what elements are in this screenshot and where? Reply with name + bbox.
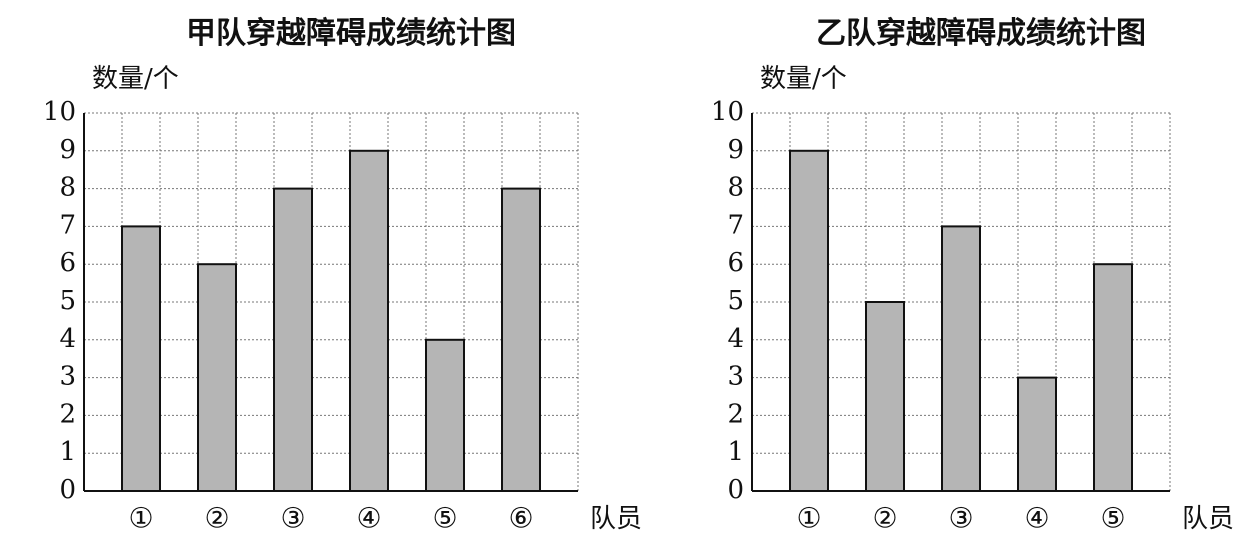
bar <box>121 225 161 492</box>
y-tick-label: 2 <box>59 399 76 429</box>
bar <box>865 301 905 492</box>
bar <box>789 149 829 493</box>
chart-title: 甲队穿越障碍成绩统计图 <box>186 16 516 51</box>
y-tick-label: 10 <box>43 97 76 127</box>
bar <box>1017 376 1057 493</box>
y-tick-label: 5 <box>727 286 744 316</box>
y-axis-label: 数量/个 <box>760 64 847 94</box>
y-tick-label: 8 <box>727 173 744 203</box>
x-tick-label: ① <box>796 502 821 535</box>
x-tick-label: ④ <box>1024 502 1049 535</box>
y-tick-label: 9 <box>727 135 744 165</box>
bar <box>273 187 313 492</box>
y-tick-label: 1 <box>727 437 744 467</box>
bar <box>197 263 237 493</box>
y-tick-label: 9 <box>59 135 76 165</box>
y-tick-label: 8 <box>59 173 76 203</box>
bar <box>425 338 465 492</box>
x-tick-label: ④ <box>356 502 381 535</box>
bar <box>501 187 541 492</box>
y-tick-label: 1 <box>59 437 76 467</box>
x-tick-label: ③ <box>948 502 973 535</box>
y-tick-label: 0 <box>59 475 76 505</box>
y-tick-label: 0 <box>727 475 744 505</box>
chart-title: 乙队穿越障碍成绩统计图 <box>816 16 1146 51</box>
x-axis-label: 队员 <box>1182 504 1234 534</box>
x-tick-label: ⑤ <box>432 502 457 535</box>
y-axis-label: 数量/个 <box>92 64 179 94</box>
y-tick-label: 7 <box>727 210 744 240</box>
x-tick-label: ② <box>204 502 229 535</box>
y-tick-label: 4 <box>59 324 76 354</box>
x-tick-label: ① <box>128 502 153 535</box>
x-axis-label: 队员 <box>590 504 642 534</box>
x-tick-label: ③ <box>280 502 305 535</box>
x-tick-label: ② <box>872 502 897 535</box>
y-tick-label: 4 <box>727 324 744 354</box>
bar <box>349 149 389 493</box>
y-tick-label: 3 <box>727 362 744 392</box>
bar <box>941 225 981 492</box>
y-tick-label: 5 <box>59 286 76 316</box>
y-tick-label: 10 <box>711 97 744 127</box>
y-tick-label: 2 <box>727 399 744 429</box>
x-tick-label: ⑤ <box>1100 502 1125 535</box>
y-tick-label: 6 <box>59 248 76 278</box>
y-tick-label: 7 <box>59 210 76 240</box>
x-tick-label: ⑥ <box>508 502 533 535</box>
y-tick-label: 3 <box>59 362 76 392</box>
bar <box>1093 263 1133 493</box>
y-tick-label: 6 <box>727 248 744 278</box>
